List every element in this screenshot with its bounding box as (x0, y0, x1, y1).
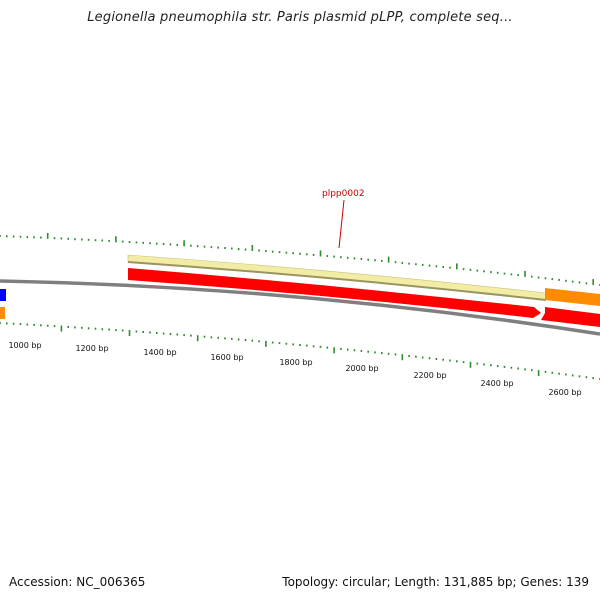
gene-highlight-underline (127, 261, 547, 301)
accession-text: Accession: NC_006365 (9, 575, 146, 589)
scale-label: 1600 bp (210, 353, 243, 362)
scale-label: 2200 bp (413, 371, 446, 380)
scale-label: 1400 bp (143, 348, 176, 357)
orange-feature-left[interactable] (0, 307, 5, 319)
gene-arrow-plpp0002[interactable] (128, 268, 541, 318)
outer-tick-ring (0, 232, 600, 286)
map-title: Legionella pneumophila str. Paris plasmi… (87, 10, 513, 25)
scale-label: 1200 bp (75, 344, 108, 353)
scale-label: 2000 bp (345, 364, 378, 373)
scale-labels: 1000 bp 1200 bp 1400 bp 1600 bp 1800 bp 2000 … (8, 341, 581, 397)
plasmid-backbone (0, 279, 600, 336)
scale-label: 1800 bp (279, 358, 312, 367)
blue-feature-left[interactable] (0, 289, 6, 301)
gene-label-leader (338, 199, 345, 249)
orange-feature-upper[interactable] (545, 288, 600, 306)
inner-tick-ring (0, 322, 600, 380)
scale-label: 2600 bp (548, 388, 581, 397)
topology-summary: Topology: circular; Length: 131,885 bp; … (282, 575, 589, 589)
gene-arrow-next[interactable] (541, 307, 600, 327)
gene-label[interactable]: plpp0002 (322, 189, 365, 199)
scale-label: 1000 bp (8, 341, 41, 350)
scale-label: 2400 bp (480, 379, 513, 388)
